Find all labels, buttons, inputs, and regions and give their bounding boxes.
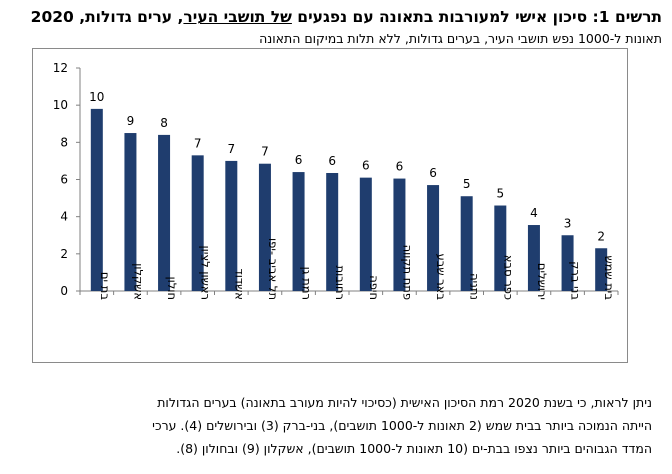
category-label: באר שבע <box>434 254 448 301</box>
category-label: חיפה <box>367 275 381 300</box>
category-label: בית שמש <box>602 255 616 300</box>
category-label: נתניה <box>468 273 482 300</box>
data-label: 7 <box>194 136 202 150</box>
paragraph-line-1: ניתן לראות, כי בשנת 2020 רמת הסיכון האיש… <box>157 395 652 410</box>
paragraph-line-2: הייתה הנמוכה ביותר בבית שמש (2 תאונות ל-… <box>152 418 652 433</box>
bar <box>326 172 339 291</box>
bar <box>225 160 238 291</box>
data-label: 5 <box>463 177 471 191</box>
chart-frame <box>32 48 628 363</box>
bar <box>595 248 608 291</box>
data-label: 5 <box>496 187 504 201</box>
category-label: אשקלון <box>131 263 145 300</box>
data-label: 6 <box>362 159 370 173</box>
category-label: רחובות <box>333 266 347 300</box>
category-label: חולון <box>165 277 179 300</box>
y-tick-label: 6 <box>60 173 68 187</box>
category-label: ירושלים <box>535 263 549 300</box>
bar <box>292 172 305 291</box>
y-tick-label: 0 <box>60 284 68 298</box>
y-tick-label: 10 <box>53 98 68 112</box>
category-label: רמת גן <box>300 267 314 300</box>
description-paragraph: ניתן לראות, כי בשנת 2020 רמת הסיכון האיש… <box>20 391 652 460</box>
bar <box>494 205 507 291</box>
paragraph-line-3: המדד הגבוהים ביותר נצפו בבת-ים (10 תאונו… <box>176 441 652 456</box>
bar <box>359 177 372 291</box>
y-tick-label: 2 <box>60 247 68 261</box>
bar <box>460 196 473 291</box>
data-label: 3 <box>564 216 572 230</box>
chart-title-suffix: , ערים גדולות, 2020 <box>30 8 184 26</box>
bar <box>258 163 271 291</box>
category-label: פתח תקווה <box>400 245 414 300</box>
data-label: 9 <box>127 114 135 128</box>
category-label: בת ים <box>98 272 112 300</box>
y-tick-label: 4 <box>60 210 68 224</box>
y-tick-label: 12 <box>53 61 68 75</box>
category-label: בני ברק <box>569 261 583 300</box>
chart-title: תרשים 1: סיכון אישי למעורבות בתאונה עם נ… <box>2 8 662 26</box>
chart-subtitle: תאונות ל-1000 נפש תושבי העיר, בערים גדול… <box>259 31 662 46</box>
bar <box>527 225 540 291</box>
data-label: 6 <box>328 154 336 168</box>
category-label: אשדוד <box>232 268 246 300</box>
data-label: 2 <box>597 229 605 243</box>
category-label: תל אביב -יפו <box>266 238 280 300</box>
data-label: 7 <box>261 145 269 159</box>
data-label: 4 <box>530 206 538 220</box>
bar <box>191 155 204 291</box>
bar <box>427 185 440 291</box>
data-label: 6 <box>429 166 437 180</box>
chart-title-underlined: של תושבי העיר <box>183 8 292 26</box>
category-label: ראשון לציון <box>199 246 213 300</box>
bar <box>124 133 137 291</box>
bar <box>393 178 406 291</box>
data-label: 7 <box>227 142 235 156</box>
data-label: 10 <box>89 90 104 104</box>
data-label: 6 <box>295 153 303 167</box>
bar <box>561 235 574 291</box>
chart-title-prefix: תרשים 1: סיכון אישי למעורבות בתאונה עם נ… <box>291 8 662 26</box>
bar <box>158 134 171 291</box>
y-tick-label: 8 <box>60 135 68 149</box>
category-label: כפר סבא <box>501 255 515 300</box>
data-label: 8 <box>160 116 168 130</box>
data-label: 6 <box>396 160 404 174</box>
bar <box>90 108 103 291</box>
